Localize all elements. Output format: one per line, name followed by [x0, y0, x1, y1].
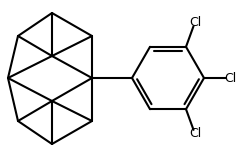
Text: Cl: Cl — [224, 71, 236, 85]
Text: Cl: Cl — [189, 16, 201, 29]
Text: Cl: Cl — [189, 127, 201, 140]
